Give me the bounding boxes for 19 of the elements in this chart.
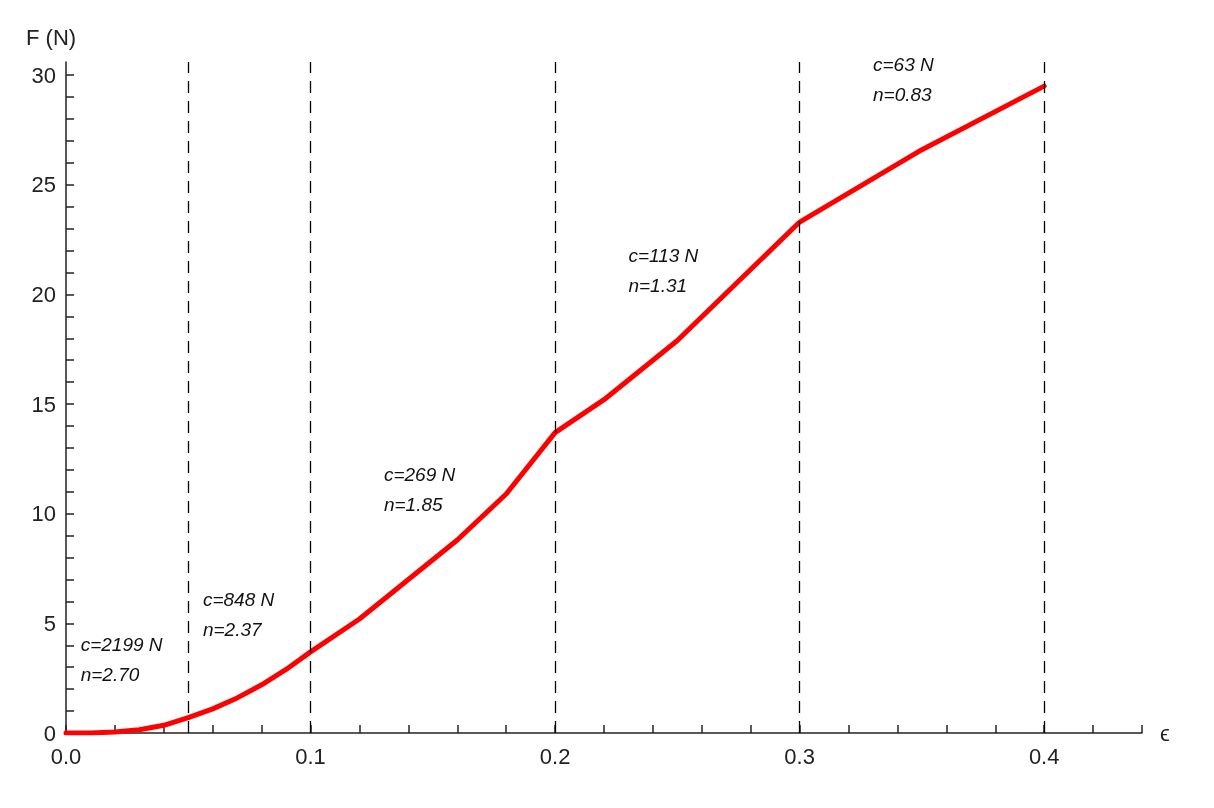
- annotation: c=269 N n=1.85: [383, 464, 456, 516]
- annotation: c=848 N n=2.37: [202, 589, 275, 641]
- y-tick-label: 20: [31, 281, 56, 307]
- annotation: c=63 N n=0.83: [873, 54, 935, 106]
- y-tick-label: 0: [43, 720, 56, 746]
- x-tick-label: 0.3: [784, 743, 815, 769]
- x-tick-label: 0.0: [50, 743, 82, 769]
- x-tick-label: 0.2: [539, 743, 571, 769]
- y-tick-label: 30: [31, 62, 56, 88]
- y-tick-label: 5: [43, 610, 56, 636]
- y-tick-label: 25: [31, 172, 56, 198]
- y-axis-title: F (N): [26, 24, 77, 50]
- y-tick-label: 15: [31, 391, 56, 417]
- annotation: c=113 N n=1.31: [628, 244, 699, 296]
- x-tick-label: 0.1: [295, 743, 326, 769]
- x-axis-title: ϵ: [1160, 720, 1170, 746]
- x-tick-label: 0.4: [1028, 743, 1060, 769]
- y-tick-label: 10: [31, 501, 56, 527]
- annotation: c=2199 N n=2.70: [80, 634, 163, 686]
